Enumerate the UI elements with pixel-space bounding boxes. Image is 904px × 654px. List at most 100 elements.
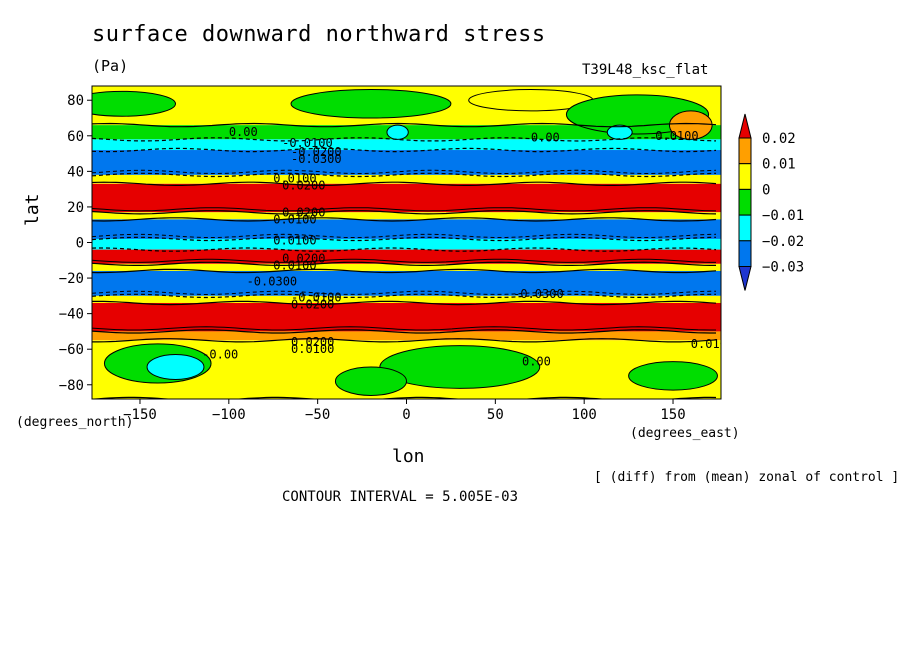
field-band [92,331,721,341]
field-band [92,295,721,303]
x-tick-label: 0 [402,407,410,423]
contour-label: 0.0100 [273,259,316,273]
x-tick-label: 150 [660,407,685,423]
field-band [92,183,721,213]
contour-line [92,172,717,178]
contour-label: 0.0200 [282,252,325,266]
y-tick-label: 40 [67,164,84,180]
contour-label: -0.00 [202,348,238,362]
y-tick-label: 20 [67,200,84,216]
contour-line [92,247,717,252]
x-tick-label: −150 [123,407,157,423]
field-band [92,219,721,239]
y-tick-label: −20 [59,271,84,287]
field-patch [386,124,409,140]
contour-line [92,396,717,399]
y-tick-label: 80 [67,93,84,109]
contour-label: -0.0300 [291,152,342,166]
contour-label: 0.0100 [655,129,698,143]
contour-label: 0.0100 [273,234,316,248]
contour-label: -0.0300 [247,275,298,289]
field-patch [334,366,408,396]
field-patch [92,90,176,117]
contour-line [92,137,717,142]
field-patch [290,89,452,119]
colorbar-swatch [738,188,752,216]
colorbar-label: −0.02 [762,234,804,250]
contour-line [92,169,717,174]
contour-line [92,293,716,299]
contour-label: 0.0100 [691,337,734,351]
contour-label: 0.00 [229,125,258,139]
colorbar-top-arrow [738,113,752,139]
colorbar-swatch [738,240,752,268]
field-band [92,238,721,250]
y-tick-label: 60 [67,129,84,145]
y-tick-label: −80 [59,378,84,394]
field-band [92,249,721,264]
contour-label: 0.0200 [282,179,325,193]
run-name: T39L48_ksc_flat [582,62,709,78]
colorbar-label: 0.02 [762,131,796,147]
contour-line [92,329,716,334]
y-axis-unit: (degrees_north) [16,415,134,430]
contour-line [92,268,717,274]
comparison-note: [ (diff) from (mean) zonal of control ] [594,470,900,485]
contour-line [92,258,716,263]
contour-label: -0.0300 [513,287,564,301]
field-band [92,150,721,175]
field-band [92,270,721,296]
y-tick-label: −60 [59,342,84,358]
contour-label: -0.0200 [291,145,342,159]
x-axis-unit: (degrees_east) [630,426,740,441]
contour-line [92,233,717,238]
field-band [92,139,721,151]
x-tick-label: 100 [572,407,597,423]
y-tick-label: −40 [59,307,84,323]
contour-line [92,122,717,128]
contour-label: 0.0100 [273,212,316,226]
x-tick-label: −100 [212,407,246,423]
field-patch [668,110,713,140]
contour-line [92,210,717,215]
colorbar-swatch [738,214,752,242]
contour-line [92,290,716,296]
contour-line [92,207,717,212]
field-band [92,174,721,184]
field-band [92,212,721,220]
contour-line [92,217,717,222]
contour-line [92,338,717,343]
contour-line [92,147,717,153]
colorbar-bottom-arrow [738,266,752,291]
contour-label: 0.0200 [282,205,325,219]
contour-interval: CONTOUR INTERVAL = 5.005E-03 [282,489,519,505]
x-tick-label: 50 [487,407,504,423]
contour-label: -0.0100 [291,291,342,305]
contour-line [92,326,716,331]
colorbar-swatch [738,137,752,165]
contour-label: 0.00 [522,355,551,369]
x-tick-label: −50 [305,407,330,423]
field-patch [628,361,718,391]
contour-line [92,300,717,306]
chart-title: surface downward northward stress [92,22,546,47]
field-patch [146,354,205,380]
contour-label: 0.0200 [291,335,334,349]
field-band [92,263,721,271]
contour-label: 0.0200 [291,298,334,312]
colorbar-label: 0 [762,182,770,198]
x-axis-label: lon [392,446,425,467]
contour-label: 0.00 [531,131,560,145]
contour-line [92,261,716,266]
colorbar-label: −0.01 [762,208,804,224]
colorbar-swatch [738,163,752,190]
colorbar-label: 0.01 [762,157,796,173]
y-tick-label: 0 [76,236,84,252]
colorbar-label: −0.03 [762,260,804,276]
chart-units: (Pa) [92,57,129,75]
contour-label: 0.0100 [291,342,334,356]
contour-line [92,181,717,186]
